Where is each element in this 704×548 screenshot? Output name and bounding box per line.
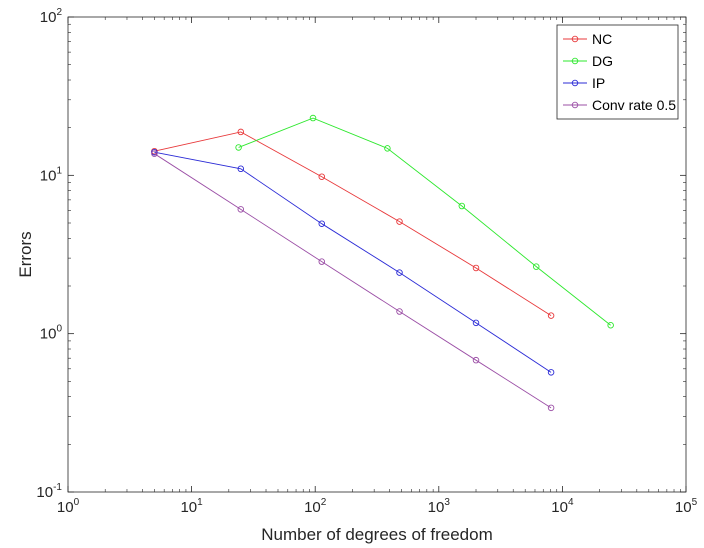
legend-marker: [571, 101, 579, 109]
data-point: [472, 319, 480, 327]
series-line: [238, 117, 611, 326]
x-axis-label: Number of degrees of freedom: [261, 525, 493, 544]
series-line: [154, 153, 552, 409]
y-axis-label: Errors: [16, 231, 35, 277]
data-point: [607, 322, 614, 329]
data-point: [396, 218, 403, 225]
series-conv-rate-0-5: [151, 150, 555, 412]
data-point: [547, 369, 555, 376]
x-tick-label: 100: [57, 497, 80, 516]
data-point: [472, 356, 480, 364]
data-point: [472, 264, 480, 272]
x-tick-label: 103: [428, 497, 451, 516]
series-ip: [151, 148, 555, 376]
legend-item: IP: [563, 75, 605, 91]
data-point: [458, 202, 466, 210]
x-tick-label: 101: [180, 497, 203, 516]
y-tick-label: 101: [40, 165, 63, 184]
data-point: [396, 308, 403, 315]
series-line: [154, 131, 552, 317]
x-tick-label: 105: [675, 497, 698, 516]
legend-marker: [571, 57, 579, 65]
y-tick-label: 100: [40, 324, 63, 343]
x-tick-label: 104: [551, 497, 574, 516]
series-line: [154, 151, 552, 373]
data-point: [237, 206, 245, 213]
series-dg: [235, 114, 614, 329]
legend-item: Conv rate 0.5: [563, 97, 676, 113]
legend-item: DG: [563, 53, 613, 69]
legend-marker: [571, 35, 579, 43]
data-point: [533, 263, 540, 270]
y-tick-label: 10-1: [36, 482, 62, 501]
data-point: [547, 312, 555, 319]
series-layer: [151, 114, 614, 412]
y-tick-label: 102: [40, 7, 63, 26]
legend-label: NC: [592, 31, 612, 47]
legend-label: IP: [592, 75, 605, 91]
data-point: [151, 150, 158, 157]
data-point: [237, 128, 245, 136]
data-point: [396, 269, 403, 276]
legend-item: NC: [563, 31, 612, 47]
legend-marker: [571, 79, 579, 87]
legend-label: Conv rate 0.5: [592, 97, 676, 113]
legend-label: DG: [592, 53, 613, 69]
data-point: [318, 258, 326, 265]
data-point: [384, 145, 391, 152]
data-point: [237, 165, 245, 173]
x-tick-label: 102: [304, 497, 327, 516]
data-point: [547, 404, 555, 412]
data-point: [318, 173, 326, 180]
legend: NC DG IP Conv rate 0.5: [556, 24, 679, 120]
data-point: [309, 114, 317, 122]
data-point: [235, 144, 242, 151]
data-point: [318, 220, 326, 227]
